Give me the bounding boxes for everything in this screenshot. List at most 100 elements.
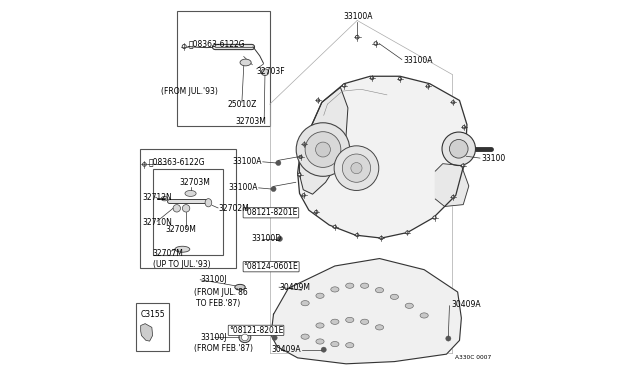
Text: 33100: 33100: [481, 154, 506, 163]
Circle shape: [271, 186, 276, 192]
Text: (FROM JUL.'93): (FROM JUL.'93): [161, 87, 218, 96]
Text: TO FEB.'87): TO FEB.'87): [196, 299, 241, 308]
Circle shape: [272, 335, 277, 340]
Text: 32702M: 32702M: [219, 204, 250, 213]
Circle shape: [351, 163, 362, 174]
Ellipse shape: [331, 341, 339, 347]
Circle shape: [299, 155, 302, 158]
Text: 32712N: 32712N: [142, 193, 172, 202]
Polygon shape: [141, 324, 152, 341]
Ellipse shape: [301, 334, 309, 339]
Text: 30409A: 30409A: [451, 300, 481, 309]
Text: 32707M: 32707M: [152, 249, 183, 258]
Bar: [152, 169, 223, 255]
Text: 33100A: 33100A: [232, 157, 262, 166]
Ellipse shape: [205, 199, 212, 207]
Circle shape: [303, 143, 306, 146]
Circle shape: [426, 85, 429, 88]
Circle shape: [442, 132, 476, 166]
Circle shape: [296, 123, 349, 176]
Ellipse shape: [346, 317, 354, 323]
Circle shape: [452, 101, 455, 104]
Circle shape: [276, 160, 281, 166]
Circle shape: [321, 347, 326, 352]
Ellipse shape: [376, 325, 383, 330]
Circle shape: [280, 210, 285, 215]
Ellipse shape: [331, 287, 339, 292]
Text: °08124-0601E: °08124-0601E: [244, 262, 298, 271]
Circle shape: [316, 142, 330, 157]
Polygon shape: [435, 164, 468, 206]
Text: 32703M: 32703M: [236, 117, 267, 126]
Circle shape: [452, 196, 455, 199]
Ellipse shape: [405, 303, 413, 308]
Circle shape: [182, 205, 190, 212]
Text: 30409A: 30409A: [272, 345, 301, 354]
Circle shape: [406, 231, 409, 234]
Ellipse shape: [316, 293, 324, 298]
Circle shape: [380, 237, 383, 240]
Text: 30409M: 30409M: [279, 283, 310, 292]
Ellipse shape: [316, 323, 324, 328]
Ellipse shape: [261, 69, 269, 76]
Text: C3155: C3155: [141, 310, 165, 319]
Circle shape: [298, 173, 301, 176]
Ellipse shape: [376, 288, 383, 293]
Text: (FROM FEB.'87): (FROM FEB.'87): [193, 344, 253, 353]
Ellipse shape: [301, 301, 309, 306]
Circle shape: [462, 126, 466, 129]
Ellipse shape: [331, 319, 339, 324]
Text: (FROM JUL.'86: (FROM JUL.'86: [193, 288, 247, 296]
Circle shape: [461, 164, 465, 167]
Circle shape: [302, 194, 305, 197]
Circle shape: [342, 154, 371, 182]
Circle shape: [398, 77, 402, 80]
Circle shape: [356, 234, 359, 237]
Polygon shape: [300, 87, 348, 194]
Bar: [136, 303, 170, 351]
Circle shape: [241, 334, 248, 341]
Circle shape: [173, 205, 180, 212]
Circle shape: [449, 140, 468, 158]
Circle shape: [445, 336, 451, 341]
Ellipse shape: [360, 319, 369, 324]
Text: A330C 0007: A330C 0007: [454, 355, 491, 360]
Polygon shape: [271, 259, 461, 364]
Text: °08121-8201E: °08121-8201E: [229, 326, 284, 335]
Text: Ⓝ08363-6122G: Ⓝ08363-6122G: [189, 39, 245, 48]
Text: 32703F: 32703F: [257, 67, 285, 76]
Circle shape: [355, 35, 359, 39]
Text: 33100A: 33100A: [344, 12, 373, 21]
Text: (UP TO JUL.'93): (UP TO JUL.'93): [152, 260, 210, 269]
Bar: [140, 149, 236, 268]
Circle shape: [277, 236, 282, 241]
Circle shape: [371, 77, 374, 80]
Ellipse shape: [360, 283, 369, 288]
Ellipse shape: [185, 190, 196, 196]
Text: 25010Z: 25010Z: [227, 100, 257, 109]
Text: 32703M: 32703M: [179, 178, 210, 187]
Ellipse shape: [161, 196, 168, 201]
Ellipse shape: [239, 332, 251, 343]
Circle shape: [282, 264, 287, 269]
Text: 33100J: 33100J: [200, 333, 227, 342]
Circle shape: [305, 132, 341, 167]
Text: Ⓝ08363-6122G: Ⓝ08363-6122G: [149, 157, 205, 166]
Circle shape: [182, 45, 186, 49]
Ellipse shape: [390, 294, 399, 299]
Ellipse shape: [346, 283, 354, 288]
Ellipse shape: [420, 313, 428, 318]
Circle shape: [342, 84, 346, 87]
Text: 32709M: 32709M: [165, 225, 196, 234]
Polygon shape: [298, 76, 467, 238]
Circle shape: [317, 99, 320, 102]
Ellipse shape: [346, 343, 354, 348]
Text: 33100D: 33100D: [252, 234, 282, 243]
Circle shape: [315, 211, 318, 214]
Ellipse shape: [316, 339, 324, 344]
Circle shape: [143, 163, 147, 166]
Text: 32710N: 32710N: [142, 218, 172, 227]
Circle shape: [374, 42, 378, 45]
Circle shape: [333, 225, 337, 228]
Text: °08121-8201E: °08121-8201E: [244, 208, 298, 217]
